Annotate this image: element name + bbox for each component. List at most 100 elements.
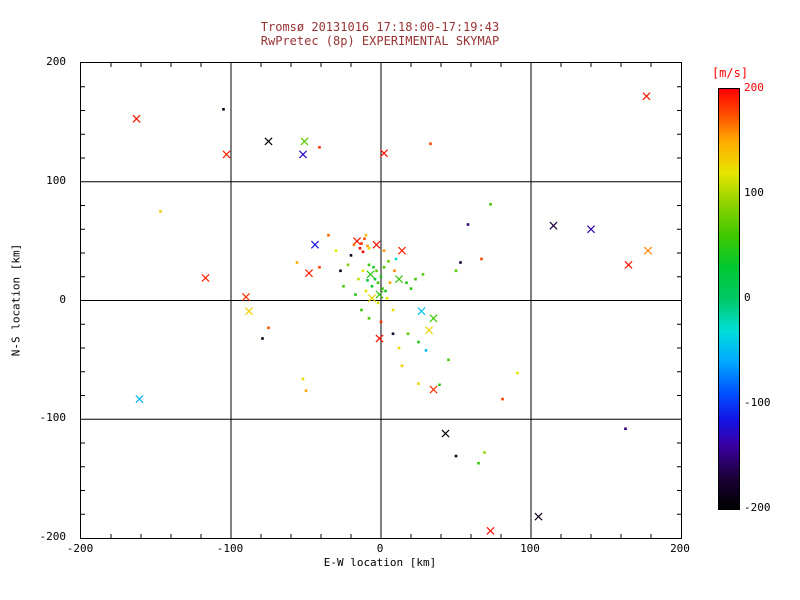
data-point	[534, 512, 543, 521]
data-point	[222, 150, 231, 159]
x-tick-label: -200	[66, 542, 94, 555]
data-point	[424, 326, 434, 335]
data-point	[397, 246, 407, 255]
data-point	[381, 287, 384, 290]
data-point	[489, 203, 492, 206]
data-point	[417, 382, 420, 385]
data-point	[298, 150, 308, 159]
data-point	[586, 225, 596, 234]
y-tick-label: 0	[59, 292, 66, 306]
data-point	[429, 142, 432, 146]
data-point	[360, 308, 363, 312]
data-point	[373, 277, 377, 281]
y-tick-label: 200	[46, 55, 66, 68]
data-point	[624, 427, 627, 431]
data-point	[549, 221, 558, 230]
data-point	[300, 137, 309, 146]
x-tick-label: 200	[670, 542, 690, 555]
data-point	[372, 265, 375, 269]
data-point	[429, 314, 438, 323]
data-point	[367, 246, 371, 250]
y-tick-label: -100	[39, 411, 67, 425]
data-point	[318, 265, 321, 269]
data-point	[382, 249, 386, 252]
data-point	[264, 137, 273, 146]
data-point	[301, 377, 305, 381]
data-point	[334, 249, 338, 252]
data-point	[379, 275, 383, 279]
data-point	[366, 244, 369, 248]
data-point	[642, 92, 651, 101]
data-point	[421, 273, 425, 276]
data-point	[327, 233, 330, 237]
data-point	[318, 146, 321, 149]
y-tick-label: -200	[39, 530, 67, 543]
data-point	[459, 261, 462, 264]
data-point	[352, 243, 356, 246]
x-tick-label: -100	[216, 542, 244, 555]
y-axis-ticks: -200 -100 0 100 200	[0, 55, 74, 543]
data-point	[424, 349, 428, 352]
x-tick-label: 100	[520, 542, 540, 555]
colorbar-tick-label: -100	[744, 396, 771, 409]
y-tick-label: 100	[46, 173, 66, 187]
data-point	[501, 397, 504, 401]
data-point	[417, 340, 420, 344]
data-point	[429, 385, 438, 394]
data-point	[483, 451, 486, 454]
scatter-plot	[81, 63, 681, 538]
plot-area	[80, 62, 682, 539]
data-point	[409, 287, 413, 290]
x-axis-ticks: -200 -100 0 100 200	[67, 542, 690, 558]
data-point	[339, 269, 342, 273]
data-point	[241, 292, 251, 301]
data-point	[360, 242, 363, 245]
data-point	[391, 332, 395, 336]
data-point	[405, 281, 408, 284]
data-point	[159, 210, 162, 213]
data-point	[394, 257, 398, 261]
data-point	[624, 260, 633, 269]
data-point	[222, 108, 225, 111]
data-point	[349, 254, 353, 257]
data-point	[295, 261, 299, 264]
data-point	[135, 395, 144, 404]
data-point	[643, 246, 653, 255]
data-point	[366, 270, 375, 279]
data-point	[384, 289, 387, 293]
data-point	[447, 358, 450, 362]
data-point	[406, 332, 410, 336]
data-point	[375, 269, 378, 273]
data-point	[454, 269, 458, 273]
data-point	[370, 284, 374, 288]
data-point	[441, 429, 450, 438]
data-point	[417, 307, 426, 316]
data-point	[376, 281, 380, 284]
data-point	[385, 296, 389, 300]
data-point	[400, 364, 404, 368]
data-point	[354, 293, 357, 296]
data-point	[375, 334, 384, 343]
data-point	[379, 320, 383, 324]
data-point	[486, 526, 495, 535]
data-point	[394, 275, 404, 284]
data-point	[357, 277, 360, 281]
plot-title: Tromsø 20131016 17:18:00-17:19:43	[260, 20, 500, 34]
colorbar-tick-label: 200	[744, 81, 764, 94]
colorbar	[718, 88, 740, 510]
data-point	[310, 240, 320, 249]
data-point	[364, 233, 368, 237]
data-point	[358, 246, 362, 250]
data-point	[480, 257, 483, 261]
data-point	[361, 269, 365, 273]
colorbar-tick-label: 0	[744, 291, 751, 304]
plot-subtitle: RwPretec (8p) EXPERIMENTAL SKYMAP	[260, 34, 500, 48]
data-point	[414, 277, 417, 281]
data-point	[393, 269, 396, 273]
data-point	[304, 389, 308, 393]
data-point	[372, 240, 381, 249]
data-point	[342, 284, 345, 288]
data-point	[261, 337, 264, 340]
data-point	[304, 269, 314, 278]
data-point	[391, 308, 395, 312]
